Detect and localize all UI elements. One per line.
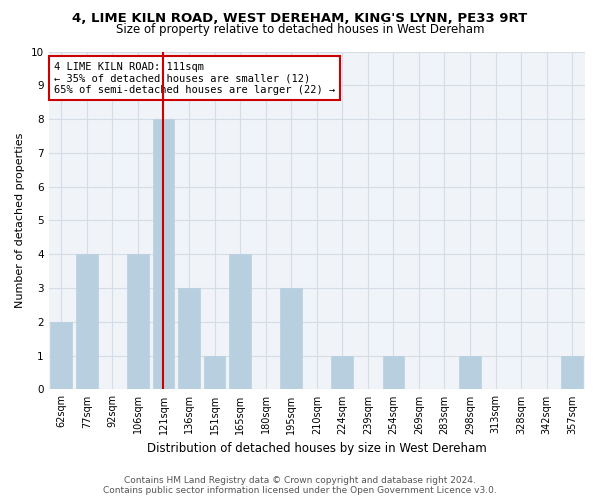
Bar [204,356,226,390]
Bar [459,356,481,390]
Bar [383,356,404,390]
X-axis label: Distribution of detached houses by size in West Dereham: Distribution of detached houses by size … [147,442,487,455]
Bar [127,254,149,390]
Bar [76,254,98,390]
Bar [562,356,583,390]
Text: 4, LIME KILN ROAD, WEST DEREHAM, KING'S LYNN, PE33 9RT: 4, LIME KILN ROAD, WEST DEREHAM, KING'S … [73,12,527,26]
Text: Size of property relative to detached houses in West Dereham: Size of property relative to detached ho… [116,22,484,36]
Y-axis label: Number of detached properties: Number of detached properties [15,133,25,308]
Text: Contains HM Land Registry data © Crown copyright and database right 2024.
Contai: Contains HM Land Registry data © Crown c… [103,476,497,495]
Bar [331,356,353,390]
Bar [50,322,72,390]
Bar [178,288,200,390]
Text: 4 LIME KILN ROAD: 111sqm
← 35% of detached houses are smaller (12)
65% of semi-d: 4 LIME KILN ROAD: 111sqm ← 35% of detach… [54,62,335,95]
Bar [280,288,302,390]
Bar [152,119,175,390]
Bar [229,254,251,390]
